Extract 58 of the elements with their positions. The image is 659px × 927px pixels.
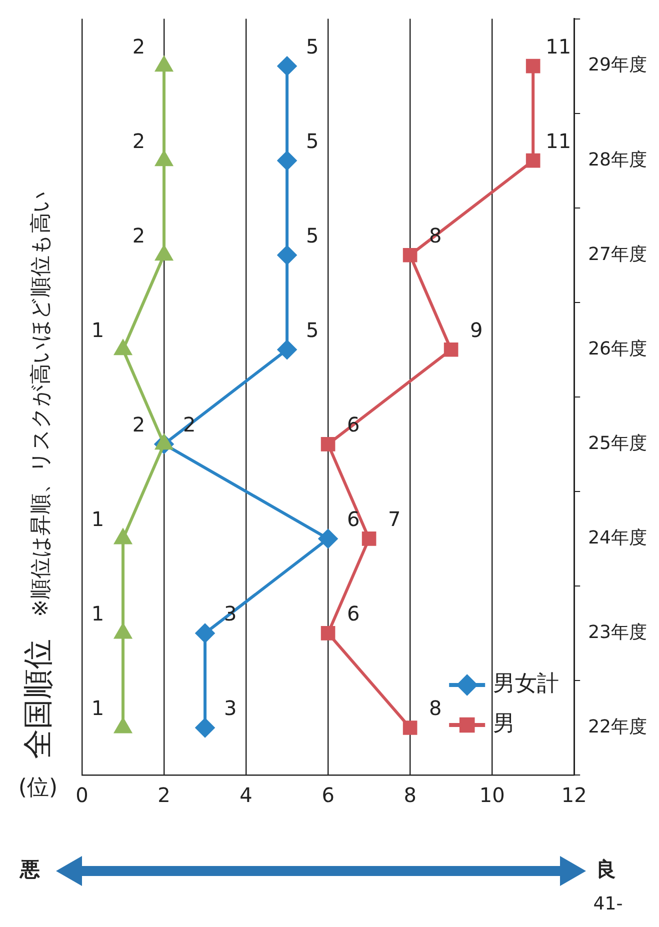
y-tick-label: 29年度 [588, 54, 647, 76]
x-tick-label: 6 [322, 783, 334, 808]
y-tick-label: 27年度 [588, 244, 647, 265]
data-label: 1 [91, 506, 104, 531]
point [402, 248, 418, 262]
text: 良 [596, 857, 616, 882]
x-tick-label: 0 [76, 783, 88, 808]
point [362, 532, 376, 546]
point [278, 246, 297, 265]
data-label: 2 [132, 412, 146, 436]
y-tick-label: 24年度 [588, 527, 647, 548]
data-label: 6 [346, 601, 360, 626]
data-label: 2 [132, 128, 146, 153]
point [526, 153, 540, 168]
x-tick-label: 10 [479, 783, 505, 808]
x-tick-label: 8 [404, 783, 416, 808]
point [278, 56, 297, 76]
point [278, 340, 297, 360]
data-label: 5 [306, 128, 319, 153]
point [196, 624, 215, 643]
y-tick-label: 22年度 [588, 716, 647, 738]
data-label: 1 [91, 601, 104, 626]
text: 全国順位 [20, 639, 56, 759]
x-tick-label: 2 [158, 783, 170, 808]
point [526, 58, 540, 74]
data-label: 2 [132, 34, 146, 58]
y-tick-label: 28年度 [588, 149, 647, 170]
data-label: 8 [428, 696, 442, 720]
data-label: 6 [346, 506, 360, 531]
data-label: 5 [306, 318, 319, 342]
data-label: 7 [388, 506, 401, 531]
data-label: 9 [470, 318, 483, 342]
legend-label: 男 [493, 712, 516, 737]
point [196, 718, 215, 738]
data-label: 1 [91, 318, 104, 342]
data-label: 11 [546, 128, 572, 153]
data-label: 5 [306, 223, 319, 248]
y-tick-label: 25年度 [588, 432, 647, 454]
x-axis-title: (位) [18, 776, 58, 801]
data-label: 5 [306, 34, 319, 58]
y-tick-label: 23年度 [588, 622, 647, 643]
data-label: 2 [132, 223, 146, 248]
point [320, 626, 336, 640]
data-label: 3 [224, 696, 237, 720]
point [402, 720, 418, 735]
x-tick-label: 4 [240, 783, 252, 808]
data-label: 1 [91, 696, 104, 720]
text: 41- [593, 894, 623, 915]
point [318, 529, 338, 548]
x-tick-label: 12 [561, 783, 587, 808]
legend-label: 男女計 [493, 672, 560, 697]
point [278, 151, 297, 170]
text: ※順位は昇順、リスクが高いほど順位も高い [28, 190, 52, 617]
text: 悪 [19, 857, 40, 882]
point [320, 437, 336, 452]
y-tick-label: 26年度 [588, 338, 647, 360]
point [444, 342, 458, 357]
data-label: 11 [546, 34, 572, 58]
